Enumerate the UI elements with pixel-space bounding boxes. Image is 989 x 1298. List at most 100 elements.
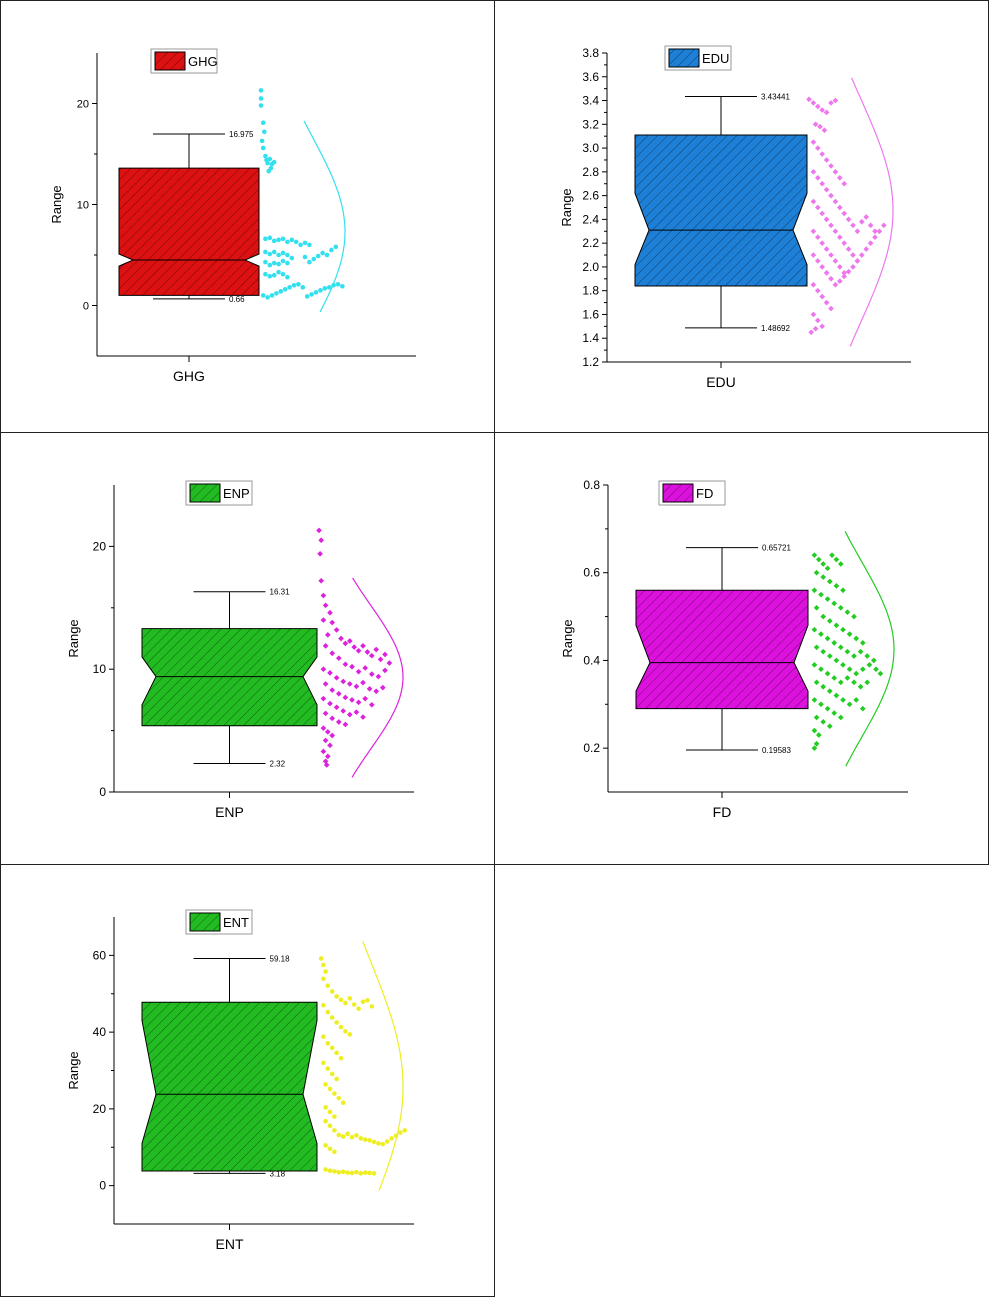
data-point [318, 577, 325, 584]
data-point [823, 246, 830, 252]
data-point [258, 96, 264, 101]
panel-edu: 1.2 1.4 1.6 1.8 2.0 2.2 2.4 2.6 2.8 3.0 3.2 3.4 3.6 3… [494, 0, 989, 433]
data-point [811, 587, 818, 594]
data-point [389, 1136, 394, 1141]
data-point [814, 174, 821, 181]
data-point [837, 644, 844, 651]
data-point [358, 1171, 364, 1176]
data-point [819, 293, 826, 300]
data-point [318, 956, 324, 961]
data-point [342, 640, 349, 647]
data-point [334, 1076, 339, 1082]
data-point [323, 1143, 328, 1148]
data-point [814, 317, 821, 324]
density-curve [844, 531, 895, 767]
data-point [836, 264, 843, 270]
data-point [320, 695, 327, 702]
data-point [362, 1170, 368, 1175]
data-point [815, 732, 822, 738]
data-point [355, 699, 362, 706]
data-point [333, 704, 340, 711]
data-point [274, 291, 279, 296]
data-point [338, 1055, 344, 1061]
data-point [271, 272, 277, 278]
data-point [335, 690, 342, 697]
data-point [872, 228, 878, 235]
data-point [323, 1118, 328, 1124]
data-point [846, 666, 853, 673]
y-tick-label: 0.2 [583, 741, 600, 755]
data-point [320, 250, 325, 256]
data-point [260, 120, 266, 125]
y-axis-label: Range [560, 619, 575, 657]
data-point [311, 256, 317, 262]
data-point [325, 1040, 331, 1046]
y-tick-label: 0 [99, 785, 106, 799]
data-point [321, 976, 326, 982]
data-point [327, 670, 333, 676]
data-point [380, 1141, 386, 1147]
data-point [263, 153, 268, 159]
data-point [304, 294, 310, 299]
data-point [859, 640, 866, 646]
data-point [336, 1132, 342, 1138]
data-point [307, 259, 312, 265]
data-point [329, 1015, 335, 1020]
data-point [853, 635, 860, 642]
data-point [820, 574, 827, 580]
data-point [811, 745, 818, 751]
chart-edu: 1.2 1.4 1.6 1.8 2.0 2.2 2.4 2.6 2.8 3.0 3.2 3.4 3.6 3… [559, 45, 911, 390]
data-point [832, 281, 839, 288]
legend-frame [185, 480, 253, 506]
data-point [831, 600, 838, 607]
data-point [858, 218, 865, 225]
data-point [349, 663, 355, 670]
data-point [293, 239, 299, 245]
data-point [811, 727, 818, 734]
data-point [325, 983, 331, 988]
y-tick-label: 0 [83, 301, 89, 313]
data-point [322, 681, 329, 687]
y-tick-label: 3.8 [582, 46, 599, 60]
data-point [823, 270, 830, 276]
data-point [338, 635, 344, 642]
data-point [398, 1130, 403, 1135]
data-point [329, 247, 334, 253]
data-point [324, 252, 330, 258]
data-point [329, 1071, 335, 1077]
data-point [327, 1123, 333, 1129]
data-point [326, 285, 332, 290]
data-point [329, 619, 336, 626]
data-point [810, 139, 817, 145]
data-point [810, 311, 817, 318]
data-point [355, 668, 362, 675]
legend-swatch [662, 483, 694, 503]
data-point [267, 262, 273, 268]
data-point [316, 527, 322, 534]
chart-ent: 0 20 40 60 Range ENT 59.18 3.18 ENT [66, 909, 414, 1252]
data-point [863, 246, 870, 252]
data-point [814, 204, 821, 211]
legend-label: EDU [702, 51, 729, 66]
data-point [336, 1169, 342, 1175]
data-point [345, 1170, 350, 1175]
data-point [826, 723, 833, 730]
data-point [831, 675, 838, 681]
data-point [334, 1020, 339, 1025]
y-tick-label: 2.0 [582, 260, 599, 274]
legend-swatch [189, 912, 221, 932]
data-point [320, 666, 327, 673]
data-point [872, 234, 878, 241]
data-point [309, 292, 314, 297]
data-point [351, 644, 358, 650]
data-point [832, 228, 839, 235]
data-point [817, 123, 823, 130]
data-point [358, 1136, 364, 1141]
data-point [840, 697, 846, 703]
data-point [833, 583, 840, 589]
data-point [343, 1000, 348, 1006]
data-point [812, 121, 819, 128]
data-point [276, 261, 281, 267]
data-point [814, 145, 821, 151]
data-point [858, 252, 865, 258]
